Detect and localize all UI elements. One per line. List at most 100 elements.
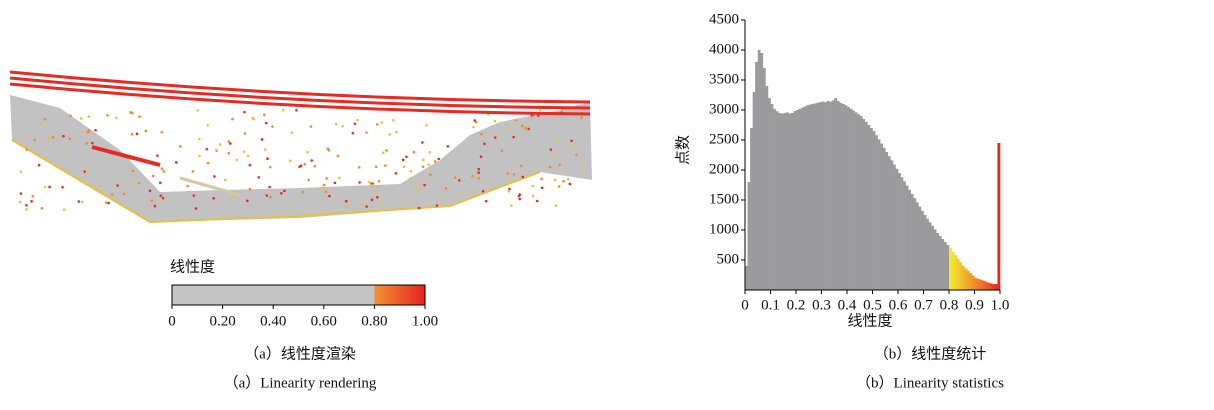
point xyxy=(338,177,341,180)
bar xyxy=(949,248,952,290)
point xyxy=(38,164,41,167)
point xyxy=(325,191,328,194)
point xyxy=(78,200,81,203)
point xyxy=(539,109,542,112)
bar xyxy=(913,198,916,290)
bar xyxy=(995,284,998,290)
point xyxy=(471,191,474,194)
bar xyxy=(964,268,967,290)
point xyxy=(212,197,215,200)
point xyxy=(446,145,449,148)
x-tick-label: 0.2 xyxy=(787,297,806,313)
point xyxy=(494,136,497,139)
bar xyxy=(888,156,891,290)
bar xyxy=(760,53,763,290)
point xyxy=(138,182,141,185)
point-cloud xyxy=(10,72,592,222)
point xyxy=(30,200,33,203)
point xyxy=(310,159,313,162)
point xyxy=(321,186,324,189)
point xyxy=(346,205,349,208)
point xyxy=(26,148,29,151)
point xyxy=(419,179,422,182)
x-tick-label: 0.6 xyxy=(889,297,908,313)
point xyxy=(416,186,419,189)
bar xyxy=(773,109,776,290)
y-tick-label: 2500 xyxy=(709,131,739,147)
bar xyxy=(929,222,932,290)
bar xyxy=(860,116,863,290)
point xyxy=(341,125,344,128)
point xyxy=(307,179,310,182)
colorbar-tick-label: 0.20 xyxy=(209,313,235,329)
point xyxy=(472,126,475,129)
point xyxy=(248,188,251,191)
point xyxy=(306,151,309,154)
point xyxy=(269,196,272,199)
point xyxy=(243,150,246,153)
point xyxy=(376,196,379,199)
point xyxy=(521,125,524,128)
point xyxy=(215,149,218,152)
point xyxy=(477,171,480,174)
point xyxy=(422,165,425,168)
bar xyxy=(829,102,832,290)
point xyxy=(335,123,338,126)
point xyxy=(375,165,378,168)
bar xyxy=(839,103,842,290)
point xyxy=(403,165,406,168)
bar xyxy=(916,202,919,290)
point xyxy=(231,118,234,121)
point xyxy=(562,180,565,183)
point xyxy=(83,170,86,173)
bar xyxy=(758,50,761,290)
point xyxy=(295,109,298,112)
bar xyxy=(921,211,924,290)
point xyxy=(429,173,432,176)
point xyxy=(33,139,36,142)
point xyxy=(508,188,511,191)
bar xyxy=(801,108,804,290)
bar xyxy=(893,165,896,290)
point xyxy=(480,155,483,158)
x-tick-label: 0.9 xyxy=(965,297,984,313)
point xyxy=(376,123,379,126)
point xyxy=(501,149,504,152)
point xyxy=(418,207,421,210)
bar xyxy=(926,219,929,290)
bar xyxy=(985,282,988,290)
point xyxy=(421,141,424,144)
bar xyxy=(870,128,873,290)
point xyxy=(368,181,371,184)
point xyxy=(473,119,476,122)
point xyxy=(485,200,488,203)
point xyxy=(48,186,51,189)
bar xyxy=(834,98,837,290)
point xyxy=(328,195,331,198)
point xyxy=(514,120,517,123)
y-tick-label: 4000 xyxy=(709,41,739,57)
point xyxy=(405,155,408,158)
bar xyxy=(852,111,855,290)
point xyxy=(310,125,313,128)
bar xyxy=(814,103,817,290)
y-tick-label: 2000 xyxy=(709,161,739,177)
point xyxy=(437,158,440,161)
y-tick-label: 3000 xyxy=(709,101,739,117)
bar xyxy=(844,105,847,290)
point xyxy=(63,208,66,211)
point xyxy=(205,148,208,151)
point xyxy=(244,132,247,135)
x-tick-label: 0.5 xyxy=(863,297,882,313)
point xyxy=(575,153,578,156)
point xyxy=(358,166,361,169)
point xyxy=(513,173,516,176)
x-axis-label: 线性度 xyxy=(847,312,892,329)
point xyxy=(532,195,535,198)
bar xyxy=(788,114,791,290)
point xyxy=(247,154,250,157)
point xyxy=(206,124,209,127)
point xyxy=(266,194,269,197)
point xyxy=(266,157,269,160)
point xyxy=(480,133,483,136)
